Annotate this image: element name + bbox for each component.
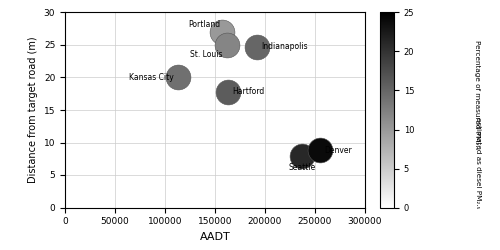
Point [174, 76, 182, 80]
Point [223, 43, 231, 47]
Point [224, 90, 232, 94]
Y-axis label: Distance from target road (m): Distance from target road (m) [28, 37, 38, 183]
Text: Portland: Portland [188, 20, 220, 29]
Point [218, 30, 226, 34]
Text: Indianapolis: Indianapolis [261, 42, 308, 51]
X-axis label: AADT: AADT [200, 232, 230, 242]
Text: Kansas City: Kansas City [129, 73, 174, 82]
Text: Hartford: Hartford [232, 87, 264, 96]
Text: St. Louis: St. Louis [190, 50, 223, 59]
Text: Denver: Denver [324, 146, 352, 155]
Text: estimated as diesel PM₂.₅: estimated as diesel PM₂.₅ [474, 117, 480, 208]
Point [316, 148, 324, 152]
Text: Percentage of measured PM₂.₅: Percentage of measured PM₂.₅ [474, 40, 480, 150]
Point [253, 45, 261, 49]
Point [298, 154, 306, 158]
Text: Seattle: Seattle [288, 163, 316, 172]
